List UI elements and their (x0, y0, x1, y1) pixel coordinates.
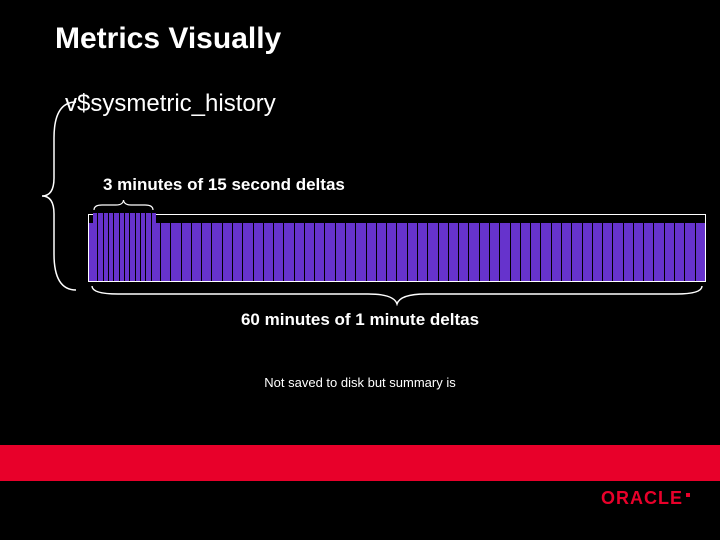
brand-red-bar (0, 445, 720, 481)
minute-bar (418, 223, 428, 281)
minute-bar (254, 223, 264, 281)
minute-bar (531, 223, 541, 281)
minute-bar (325, 223, 335, 281)
bottom-brace (88, 284, 706, 306)
slide: Metrics Visually v$sysmetric_history 3 m… (0, 0, 720, 540)
minute-bar (243, 223, 253, 281)
minute-bar (428, 223, 438, 281)
minute-bar (408, 223, 418, 281)
second-bar (152, 213, 156, 281)
bottom-label: 60 minutes of 1 minute deltas (0, 310, 720, 330)
minute-bar (696, 223, 705, 281)
minute-bar (295, 223, 305, 281)
top-brace (92, 198, 155, 212)
footer-note: Not saved to disk but summary is (0, 375, 720, 390)
minute-bar (500, 223, 510, 281)
minute-bar (572, 223, 582, 281)
minute-bar (480, 223, 490, 281)
minute-bar (192, 223, 202, 281)
minute-bar (449, 223, 459, 281)
top-label: 3 minutes of 15 second deltas (103, 175, 345, 195)
minute-bar (315, 223, 325, 281)
minute-bar (685, 223, 695, 281)
minute-bar (367, 223, 377, 281)
minute-bar (161, 223, 171, 281)
minute-bar (469, 223, 479, 281)
second-bars-container (93, 213, 156, 281)
minute-bar (552, 223, 562, 281)
minute-bar (377, 223, 387, 281)
minute-bar (182, 223, 192, 281)
oracle-logo-dot (686, 493, 690, 497)
minute-bar (346, 223, 356, 281)
slide-subtitle: v$sysmetric_history (65, 90, 276, 118)
minute-bar (202, 223, 212, 281)
minute-bar (675, 223, 685, 281)
minute-bar (264, 223, 274, 281)
minute-bar (665, 223, 675, 281)
minute-bar (511, 223, 521, 281)
minute-bar (562, 223, 572, 281)
minute-bar (644, 223, 654, 281)
minute-bar (284, 223, 294, 281)
minute-bar (305, 223, 315, 281)
left-brace-decoration (36, 98, 82, 294)
minute-bar (336, 223, 346, 281)
oracle-logo-text: ORACLE (601, 488, 683, 509)
minute-bar (459, 223, 469, 281)
minute-bar (541, 223, 551, 281)
minute-bar (233, 223, 243, 281)
minute-bar (624, 223, 634, 281)
minute-bar (521, 223, 531, 281)
minute-bar (603, 223, 613, 281)
slide-title: Metrics Visually (55, 22, 281, 56)
minute-bar (613, 223, 623, 281)
minute-bar (171, 223, 181, 281)
history-chart (88, 214, 706, 282)
minute-bar (654, 223, 664, 281)
minute-bar (212, 223, 222, 281)
minute-bar (387, 223, 397, 281)
oracle-logo: ORACLE (601, 488, 690, 508)
minute-bar (490, 223, 500, 281)
minute-bar (274, 223, 284, 281)
minute-bar (223, 223, 233, 281)
minute-bar (593, 223, 603, 281)
minute-bars-container (89, 223, 705, 281)
minute-bar (634, 223, 644, 281)
minute-bar (439, 223, 449, 281)
minute-bar (397, 223, 407, 281)
minute-bar (583, 223, 593, 281)
minute-bar (356, 223, 366, 281)
